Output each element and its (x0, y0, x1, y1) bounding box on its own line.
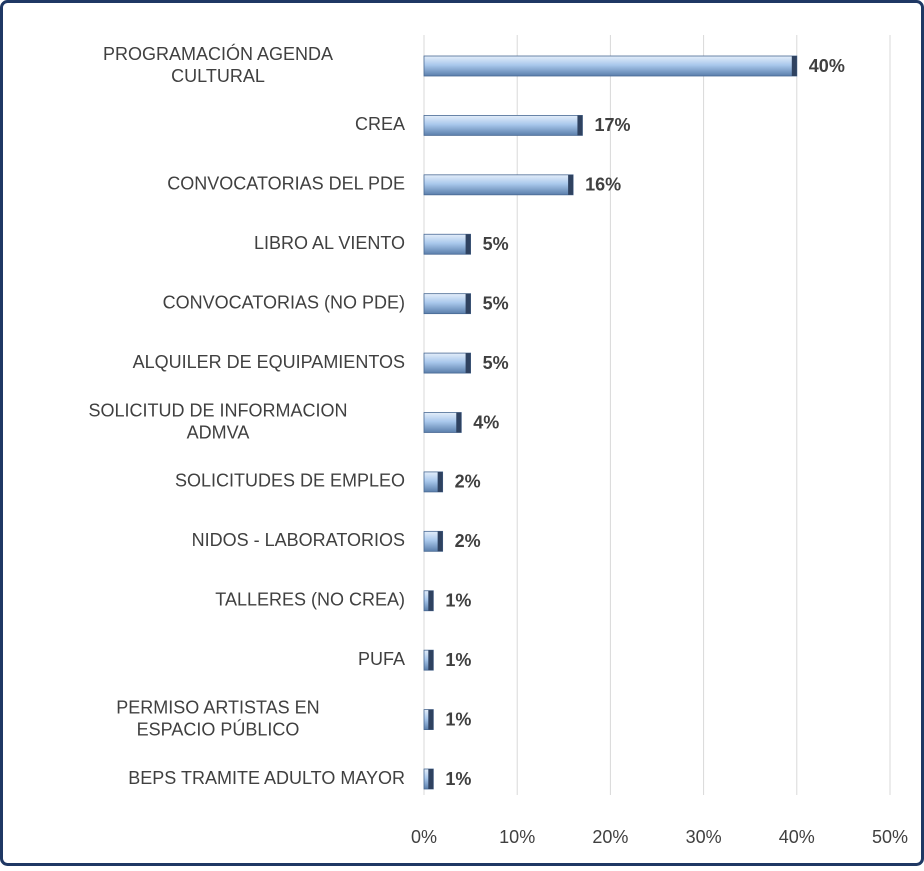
category-label: CONVOCATORIAS (NO PDE) (163, 292, 405, 312)
bar-end-cap (577, 115, 583, 136)
x-tick-label: 0% (411, 827, 437, 847)
grid (423, 35, 891, 795)
x-tick-label: 40% (779, 827, 815, 847)
value-label: 1% (445, 650, 471, 670)
value-label: 1% (445, 769, 471, 789)
x-tick-label: 10% (499, 827, 535, 847)
value-label: 40% (809, 56, 845, 76)
value-label: 17% (594, 115, 630, 135)
value-label: 5% (483, 293, 509, 313)
bar-end-cap (428, 709, 434, 730)
bar (423, 352, 471, 374)
bar-end-cap (465, 234, 471, 255)
category-label: ALQUILER DE EQUIPAMIENTOS (133, 352, 405, 372)
category-label: PERMISO ARTISTAS EN ESPACIO PÚBLICO (116, 697, 319, 739)
category-label: SOLICITUDES DE EMPLEO (175, 471, 405, 491)
category-label: NIDOS - LABORATORIOS (192, 530, 405, 550)
value-label: 2% (455, 531, 481, 551)
x-tick-label: 30% (686, 827, 722, 847)
value-label: 16% (585, 175, 621, 195)
bar (423, 233, 471, 255)
bar (423, 412, 462, 433)
bar (423, 293, 471, 315)
bar-end-cap (428, 769, 434, 789)
bars (423, 55, 798, 790)
bar (423, 55, 798, 77)
x-tick-label: 50% (872, 827, 908, 847)
bar (423, 174, 574, 196)
bar-end-cap (437, 531, 443, 552)
bar-end-cap (568, 174, 574, 195)
x-tick-label: 20% (592, 827, 628, 847)
bar-end-cap (465, 293, 471, 314)
bar-end-cap (428, 650, 434, 671)
category-label: LIBRO AL VIENTO (254, 233, 405, 253)
value-label: 5% (483, 353, 509, 373)
category-label: BEPS TRAMITE ADULTO MAYOR (128, 768, 405, 788)
value-label: 1% (445, 591, 471, 611)
value-label: 5% (483, 234, 509, 254)
bar-end-cap (791, 56, 797, 76)
category-label: CONVOCATORIAS DEL PDE (167, 174, 405, 194)
bar (423, 115, 583, 136)
bar-end-cap (465, 353, 471, 374)
value-label: 2% (455, 472, 481, 492)
category-label: PUFA (358, 649, 405, 669)
category-label: TALLERES (NO CREA) (215, 590, 405, 610)
category-label: SOLICITUD DE INFORMACION ADMVA (88, 400, 347, 442)
category-label: PROGRAMACIÓN AGENDA CULTURAL (103, 43, 333, 86)
bar-end-cap (428, 590, 434, 611)
value-label: 1% (445, 709, 471, 729)
bar-end-cap (437, 471, 443, 492)
value-label: 4% (473, 412, 499, 432)
category-label: CREA (355, 114, 405, 134)
bar-end-cap (456, 412, 462, 433)
